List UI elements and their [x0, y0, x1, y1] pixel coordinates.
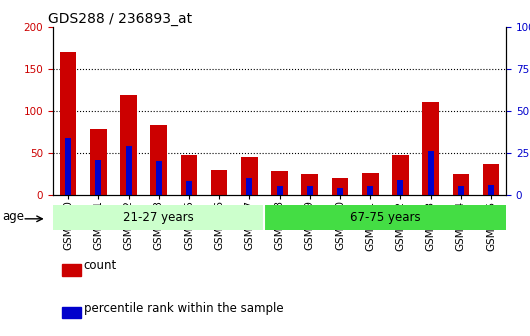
Bar [483, 164, 499, 195]
Bar [302, 174, 318, 195]
Bar [181, 155, 197, 195]
Bar [53, 205, 264, 230]
Bar [422, 102, 439, 195]
Bar [60, 52, 76, 195]
Bar [246, 178, 252, 195]
Bar [264, 205, 506, 230]
Bar [332, 178, 348, 195]
Bar [458, 186, 464, 195]
Bar [126, 146, 131, 195]
Bar [120, 95, 137, 195]
Bar [488, 185, 494, 195]
Bar [392, 155, 409, 195]
Bar [186, 181, 192, 195]
Bar [428, 151, 434, 195]
Text: count: count [84, 259, 117, 272]
Bar [453, 174, 469, 195]
Bar [211, 170, 227, 195]
Bar [62, 264, 81, 276]
Bar [156, 161, 162, 195]
Bar [307, 186, 313, 195]
Bar [90, 129, 107, 195]
Text: 21-27 years: 21-27 years [123, 211, 194, 224]
Text: GDS288 / 236893_at: GDS288 / 236893_at [48, 12, 192, 26]
Bar [95, 160, 101, 195]
Bar [65, 138, 71, 195]
Bar [62, 307, 81, 319]
Text: percentile rank within the sample: percentile rank within the sample [84, 302, 284, 315]
Bar [398, 180, 403, 195]
Bar [241, 157, 258, 195]
Bar [277, 186, 282, 195]
Bar [151, 125, 167, 195]
Bar [337, 188, 343, 195]
Bar [367, 186, 373, 195]
Bar [362, 173, 378, 195]
Text: 67-75 years: 67-75 years [350, 211, 421, 224]
Text: age: age [3, 210, 25, 223]
Bar [271, 171, 288, 195]
